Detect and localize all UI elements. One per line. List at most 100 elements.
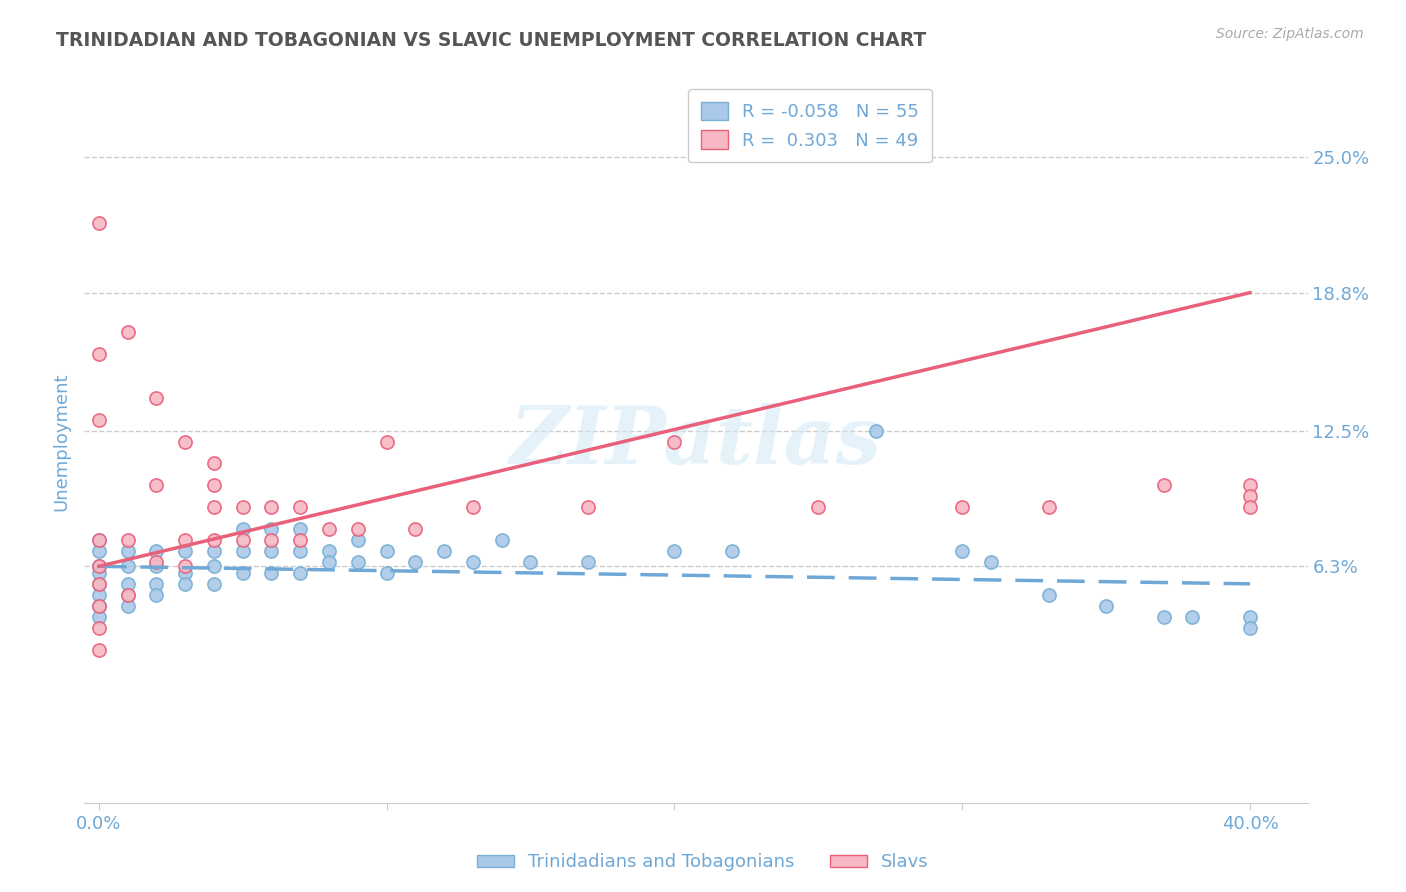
Point [87,216,110,230]
Point [1095,599,1118,613]
Point [375,434,398,449]
Point [232,533,254,547]
Point [145,588,167,602]
Point [145,391,167,405]
Point [318,522,340,536]
Point [87,609,110,624]
Point [1153,609,1175,624]
Point [87,588,110,602]
Point [145,478,167,492]
Point [87,577,110,591]
Point [404,522,426,536]
Point [576,500,599,515]
Point [1181,609,1204,624]
Point [950,500,973,515]
Point [202,457,225,471]
Point [145,544,167,558]
Point [290,544,312,558]
Point [117,577,139,591]
Point [117,588,139,602]
Point [202,559,225,574]
Point [232,500,254,515]
Point [318,555,340,569]
Point [202,544,225,558]
Point [1239,500,1261,515]
Point [576,555,599,569]
Text: Source: ZipAtlas.com: Source: ZipAtlas.com [1216,27,1364,41]
Point [87,559,110,574]
Point [174,533,197,547]
Point [87,544,110,558]
Point [117,588,139,602]
Point [87,533,110,547]
Point [461,500,484,515]
Point [87,599,110,613]
Point [232,566,254,580]
Point [87,347,110,361]
Point [290,500,312,515]
Point [117,544,139,558]
Point [721,544,744,558]
Point [87,577,110,591]
Point [807,500,830,515]
Point [519,555,541,569]
Point [117,559,139,574]
Point [346,533,368,547]
Y-axis label: Unemployment: Unemployment [52,372,70,511]
Point [87,412,110,426]
Point [87,559,110,574]
Point [1038,500,1060,515]
Point [1239,478,1261,492]
Legend: R = -0.058   N = 55, R =  0.303   N = 49: R = -0.058 N = 55, R = 0.303 N = 49 [688,89,932,162]
Point [174,559,197,574]
Point [202,533,225,547]
Point [87,642,110,657]
Text: TRINIDADIAN AND TOBAGONIAN VS SLAVIC UNEMPLOYMENT CORRELATION CHART: TRINIDADIAN AND TOBAGONIAN VS SLAVIC UNE… [56,31,927,50]
Point [145,555,167,569]
Point [1239,621,1261,635]
Point [290,533,312,547]
Point [202,500,225,515]
Point [260,522,283,536]
Point [491,533,513,547]
Point [375,566,398,580]
Point [87,566,110,580]
Point [1153,478,1175,492]
Point [664,544,686,558]
Point [232,544,254,558]
Point [260,533,283,547]
Point [87,599,110,613]
Point [174,544,197,558]
Point [346,555,368,569]
Point [117,533,139,547]
Point [664,434,686,449]
Point [950,544,973,558]
Point [145,577,167,591]
Point [260,500,283,515]
Point [375,544,398,558]
Point [202,577,225,591]
Point [865,424,887,438]
Point [260,544,283,558]
Point [87,533,110,547]
Point [232,522,254,536]
Point [87,621,110,635]
Point [174,577,197,591]
Point [1038,588,1060,602]
Point [1239,609,1261,624]
Point [461,555,484,569]
Point [433,544,456,558]
Point [174,566,197,580]
Point [290,566,312,580]
Point [318,544,340,558]
Point [980,555,1002,569]
Point [174,434,197,449]
Point [117,325,139,339]
Point [145,559,167,574]
Point [346,522,368,536]
Legend: Trinidadians and Tobagonians, Slavs: Trinidadians and Tobagonians, Slavs [470,847,936,879]
Point [290,522,312,536]
Point [202,478,225,492]
Point [117,599,139,613]
Text: ZIPatlas: ZIPatlas [510,403,882,480]
